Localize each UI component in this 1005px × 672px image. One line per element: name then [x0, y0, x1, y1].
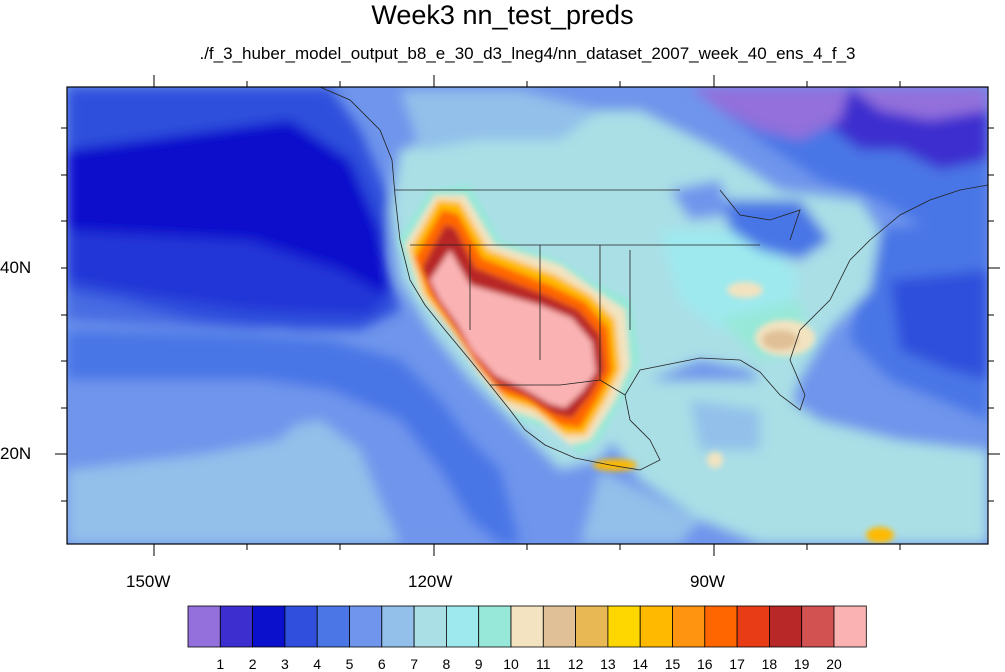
- colorbar-label: 11: [536, 656, 551, 672]
- colorbar-label: 2: [248, 656, 257, 672]
- colorbar-label: 17: [729, 656, 745, 672]
- colorbar-label: 5: [345, 656, 354, 672]
- colorbar-swatch: [349, 605, 383, 648]
- colorbar-label: 19: [793, 656, 810, 672]
- colorbar-label: 3: [280, 656, 289, 672]
- colorbar-swatch: [316, 605, 350, 648]
- x-tick-label-120w: 120W: [408, 572, 453, 591]
- colorbar-swatch: [704, 605, 738, 648]
- colorbar-label: 8: [442, 656, 451, 672]
- colorbar-label: 18: [761, 656, 778, 672]
- map-field: [67, 87, 988, 544]
- colorbar-swatch: [284, 605, 318, 648]
- x-tick-label-90w: 90W: [690, 572, 725, 591]
- colorbar-label: 15: [664, 656, 681, 672]
- colorbar-label: 9: [474, 656, 483, 672]
- plot-subtitle: ./f_3_huber_model_output_b8_e_30_d3_lneg…: [199, 44, 856, 63]
- y-tick-label-20n: 20N: [0, 444, 32, 463]
- colorbar-label: 14: [632, 656, 648, 672]
- colorbar-swatch: [575, 605, 609, 648]
- colorbar-swatch: [801, 605, 835, 648]
- colorbar-swatch: [769, 605, 803, 648]
- colorbar-label: 4: [313, 656, 322, 672]
- axis-ticks: [55, 75, 1000, 556]
- colorbar-label: 10: [503, 656, 519, 672]
- colorbar-label: 13: [600, 656, 616, 672]
- colorbar-swatch: [672, 605, 706, 648]
- colorbar-swatch: [510, 605, 544, 648]
- colorbar-swatch: [381, 605, 415, 648]
- colorbar-label: 7: [410, 656, 418, 672]
- colorbar-swatch: [252, 605, 286, 648]
- colorbar-label: 1: [216, 656, 225, 672]
- colorbar-swatch: [413, 605, 447, 648]
- colorbar: [187, 605, 867, 648]
- x-tick-label-150w: 150W: [126, 572, 171, 591]
- y-tick-label-40n: 40N: [0, 258, 32, 277]
- colorbar-swatch: [445, 605, 480, 648]
- colorbar-swatch: [187, 605, 221, 648]
- colorbar-swatch: [542, 605, 576, 648]
- colorbar-swatch: [736, 605, 770, 648]
- coastlines: [319, 87, 988, 471]
- colorbar-label: 20: [826, 656, 842, 672]
- colorbar-swatch: [478, 605, 512, 648]
- colorbar-label: 12: [567, 656, 584, 672]
- colorbar-swatch: [607, 605, 641, 648]
- colorbar-swatch: [833, 605, 867, 648]
- colorbar-swatch: [219, 605, 254, 648]
- colorbar-swatch: [639, 605, 673, 648]
- colorbar-label: 6: [377, 656, 386, 672]
- plot-title: Week3 nn_test_preds: [371, 0, 634, 30]
- colorbar-label: 16: [697, 656, 713, 672]
